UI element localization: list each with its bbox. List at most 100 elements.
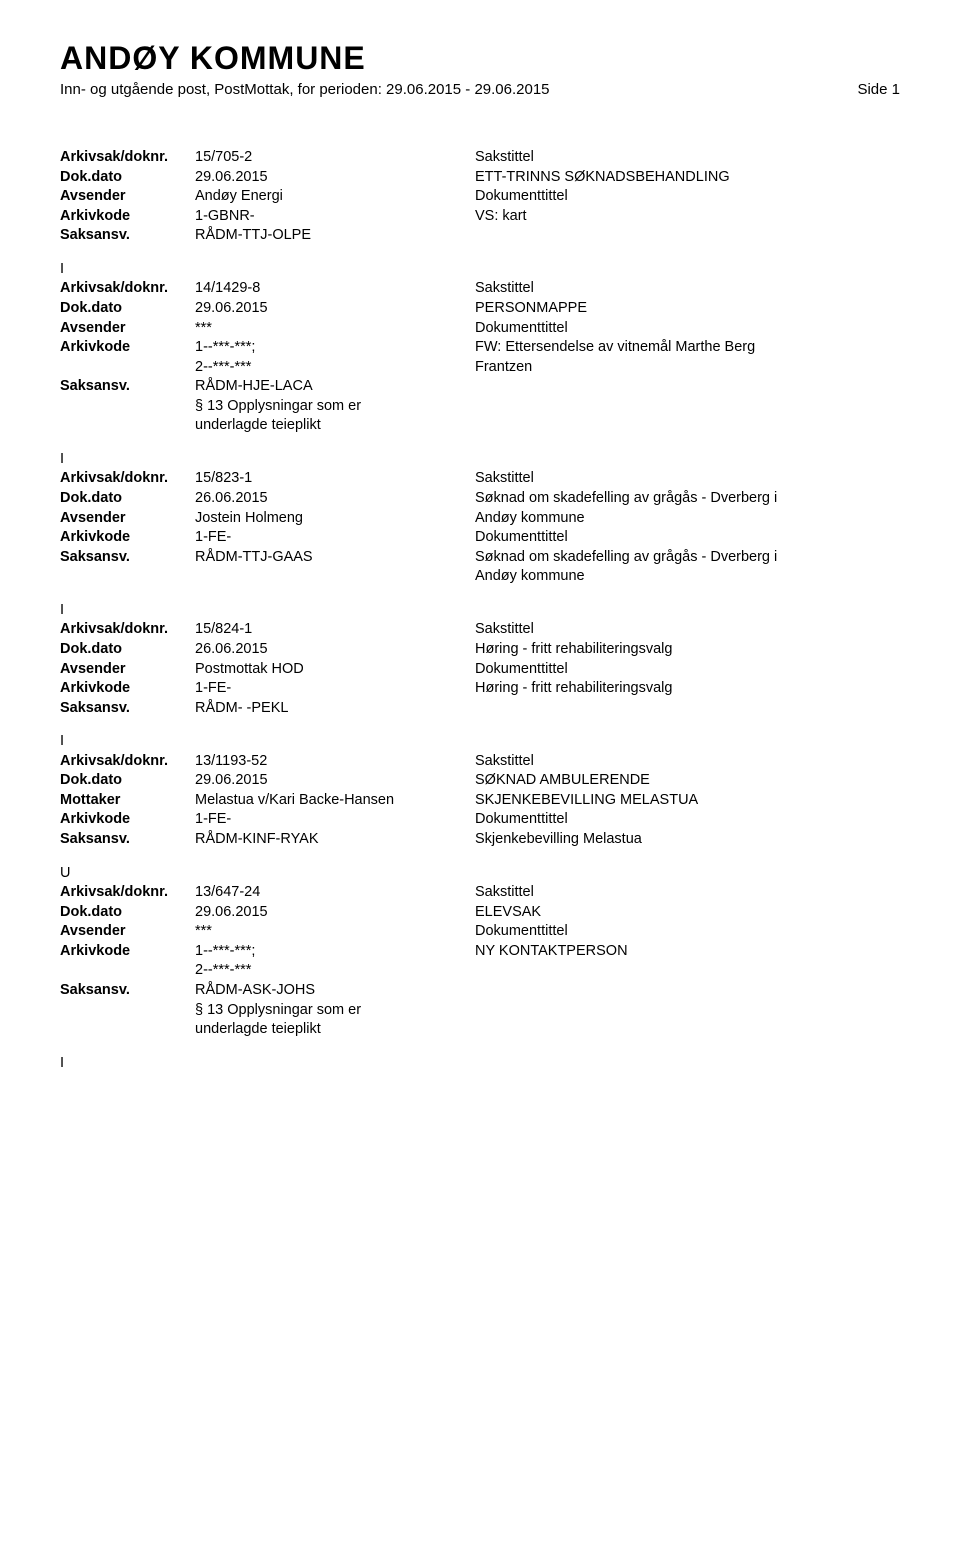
row-detail: Arkivkode1-FE-Høring - fritt rehabiliter… [60,679,900,699]
label-dokdato: Dok.dato [60,489,195,509]
value-sakstittel: PERSONMAPPE [475,299,900,319]
label-arkivkode: Arkivkode [60,942,195,962]
label-arkivsak: Arkivsak/doknr. [60,279,195,299]
value-doktittel: Høring - fritt rehabiliteringsvalg [475,679,900,699]
label-sakstittel: Sakstittel [475,148,900,168]
value-sakstittel: ETT-TRINNS SØKNADSBEHANDLING [475,168,900,188]
label-sakstittel: Sakstittel [475,279,900,299]
value-party: Melastua v/Kari Backe-Hansen [195,791,475,811]
row-detail: § 13 Opplysningar som er [60,1001,900,1021]
value-saksansv-extra: underlagde teieplikt [195,1020,475,1040]
type-marker: U [60,864,900,884]
label-party: Avsender [60,922,195,942]
type-marker: I [60,601,900,621]
row-arkivsak: Arkivsak/doknr.13/1193-52Sakstittel [60,752,900,772]
label-party: Avsender [60,187,195,207]
value-saksansv-extra: § 13 Opplysningar som er [195,397,475,417]
label-dokumenttittel: Dokumenttittel [475,319,900,339]
row-detail: Saksansv.RÅDM-HJE-LACA [60,377,900,397]
type-marker: I [60,1054,900,1074]
value-sakstittel: SØKNAD AMBULERENDE [475,771,900,791]
record: Arkivsak/doknr.15/824-1SakstittelDok.dat… [60,620,900,718]
value-arkivsak: 15/705-2 [195,148,475,168]
value-party: Postmottak HOD [195,660,475,680]
value-arkivsak: 15/823-1 [195,469,475,489]
value-party: *** [195,319,475,339]
label-dokumenttittel: Dokumenttittel [475,187,900,207]
label-saksansv: Saksansv. [60,830,195,850]
empty-right [475,981,900,1001]
row-detail: Saksansv.RÅDM- -PEKL [60,699,900,719]
label-sakstittel: Sakstittel [475,883,900,903]
value-dokdato: 29.06.2015 [195,903,475,923]
value-arkivkode: 1--***-***; [195,338,475,358]
page-title: ANDØY KOMMUNE [60,40,900,77]
value-saksansv-extra: underlagde teieplikt [195,416,475,436]
value-saksansv: RÅDM-KINF-RYAK [195,830,475,850]
record: Arkivsak/doknr.15/823-1SakstittelDok.dat… [60,469,900,586]
value-sakstittel-extra: Andøy kommune [475,509,900,529]
page-header: ANDØY KOMMUNE Inn- og utgående post, Pos… [60,40,900,98]
label-arkivkode: Arkivkode [60,338,195,358]
row-detail: Arkivkode1-FE-Dokumenttittel [60,810,900,830]
label-empty [60,416,195,436]
row-detail: Arkivkode1--***-***;FW: Ettersendelse av… [60,338,900,358]
value-saksansv: RÅDM-HJE-LACA [195,377,475,397]
row-arkivsak: Arkivsak/doknr.15/823-1Sakstittel [60,469,900,489]
label-arkivsak: Arkivsak/doknr. [60,148,195,168]
value-dokdato: 26.06.2015 [195,489,475,509]
row-detail: Saksansv.RÅDM-KINF-RYAKSkjenkebevilling … [60,830,900,850]
value-doktittel: Skjenkebevilling Melastua [475,830,900,850]
label-sakstittel: Sakstittel [475,620,900,640]
label-dokdato: Dok.dato [60,168,195,188]
empty-right [475,1020,900,1040]
row-detail: 2--***-*** [60,961,900,981]
empty-right [475,377,900,397]
empty-right [475,961,900,981]
row-dokdato: Dok.dato29.06.2015SØKNAD AMBULERENDE [60,771,900,791]
label-arkivsak: Arkivsak/doknr. [60,883,195,903]
row-detail: Arkivkode1--***-***;NY KONTAKTPERSON [60,942,900,962]
label-party: Mottaker [60,791,195,811]
value-saksansv-extra: § 13 Opplysningar som er [195,1001,475,1021]
header-row: Inn- og utgående post, PostMottak, for p… [60,81,900,98]
value-sakstittel-extra: SKJENKEBEVILLING MELASTUA [475,791,900,811]
label-dokumenttittel: Dokumenttittel [475,528,900,548]
value-arkivsak: 14/1429-8 [195,279,475,299]
label-dokdato: Dok.dato [60,771,195,791]
value-doktittel-extra: Andøy kommune [475,567,900,587]
label-dokumenttittel: Dokumenttittel [475,922,900,942]
row-detail: 2--***-***Frantzen [60,358,900,378]
record: Arkivsak/doknr.13/1193-52SakstittelDok.d… [60,752,900,850]
value-saksansv: RÅDM-ASK-JOHS [195,981,475,1001]
value-saksansv: RÅDM- -PEKL [195,699,475,719]
row-dokdato: Dok.dato29.06.2015ETT-TRINNS SØKNADSBEHA… [60,168,900,188]
value-doktittel: Søknad om skadefelling av grågås - Dverb… [475,548,900,568]
value-arkivkode: 1--***-***; [195,942,475,962]
value-arkivkode-extra: 2--***-*** [195,358,475,378]
row-detail: underlagde teieplikt [60,416,900,436]
empty-right [475,1001,900,1021]
record: Arkivsak/doknr.14/1429-8SakstittelDok.da… [60,279,900,436]
row-detail: AvsenderAndøy EnergiDokumenttittel [60,187,900,207]
header-subtitle: Inn- og utgående post, PostMottak, for p… [60,81,550,98]
value-dokdato: 26.06.2015 [195,640,475,660]
value-party: *** [195,922,475,942]
label-dokumenttittel: Dokumenttittel [475,660,900,680]
row-arkivsak: Arkivsak/doknr.14/1429-8Sakstittel [60,279,900,299]
row-detail: underlagde teieplikt [60,1020,900,1040]
type-marker: I [60,732,900,752]
label-arkivkode: Arkivkode [60,679,195,699]
value-doktittel-extra: Frantzen [475,358,900,378]
row-detail: § 13 Opplysningar som er [60,397,900,417]
empty-right [475,699,900,719]
empty-right [475,397,900,417]
row-detail: Saksansv.RÅDM-ASK-JOHS [60,981,900,1001]
value-arkivkode: 1-FE- [195,810,475,830]
row-arkivsak: Arkivsak/doknr.15/705-2Sakstittel [60,148,900,168]
value-arkivsak: 15/824-1 [195,620,475,640]
row-detail: Saksansv.RÅDM-TTJ-GAASSøknad om skadefel… [60,548,900,568]
value-doktittel: VS: kart [475,207,900,227]
label-sakstittel: Sakstittel [475,469,900,489]
label-saksansv: Saksansv. [60,226,195,246]
